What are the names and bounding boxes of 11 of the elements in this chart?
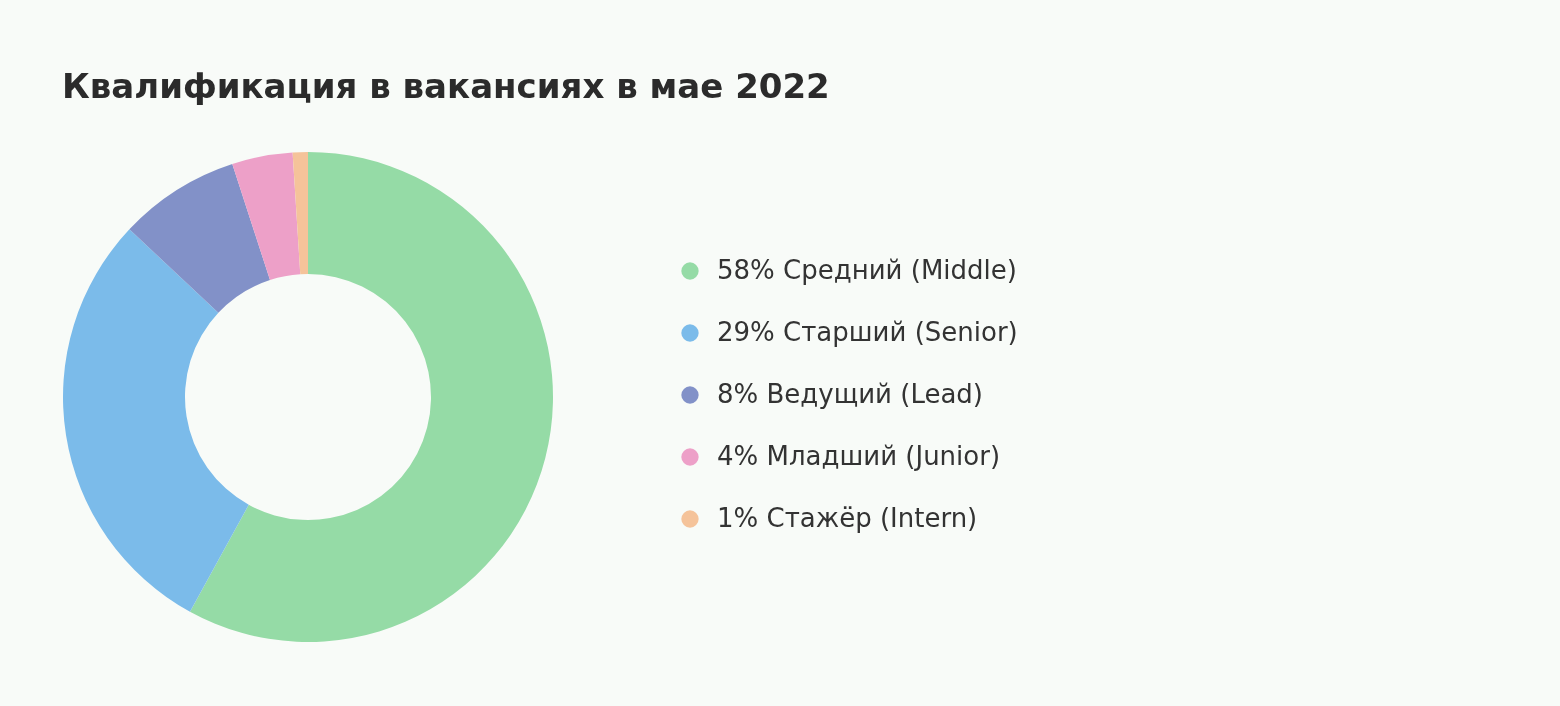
donut-slice (232, 152, 301, 281)
donut-slice (129, 163, 270, 313)
legend-label: 8% Ведущий (Lead) (717, 379, 984, 409)
donut-slice (189, 152, 553, 642)
legend-label: 4% Младший (Junior) (717, 441, 1001, 471)
legend-label: 29% Старший (Senior) (717, 317, 1018, 347)
chart-title: Квалификация в вакансиях в мае 2022 (62, 66, 830, 106)
legend-label: 1% Стажёр (Intern) (717, 503, 978, 533)
donut-slice (292, 152, 308, 275)
legend-label: 58% Средний (Middle) (717, 255, 1017, 285)
donut-slice (63, 229, 249, 612)
